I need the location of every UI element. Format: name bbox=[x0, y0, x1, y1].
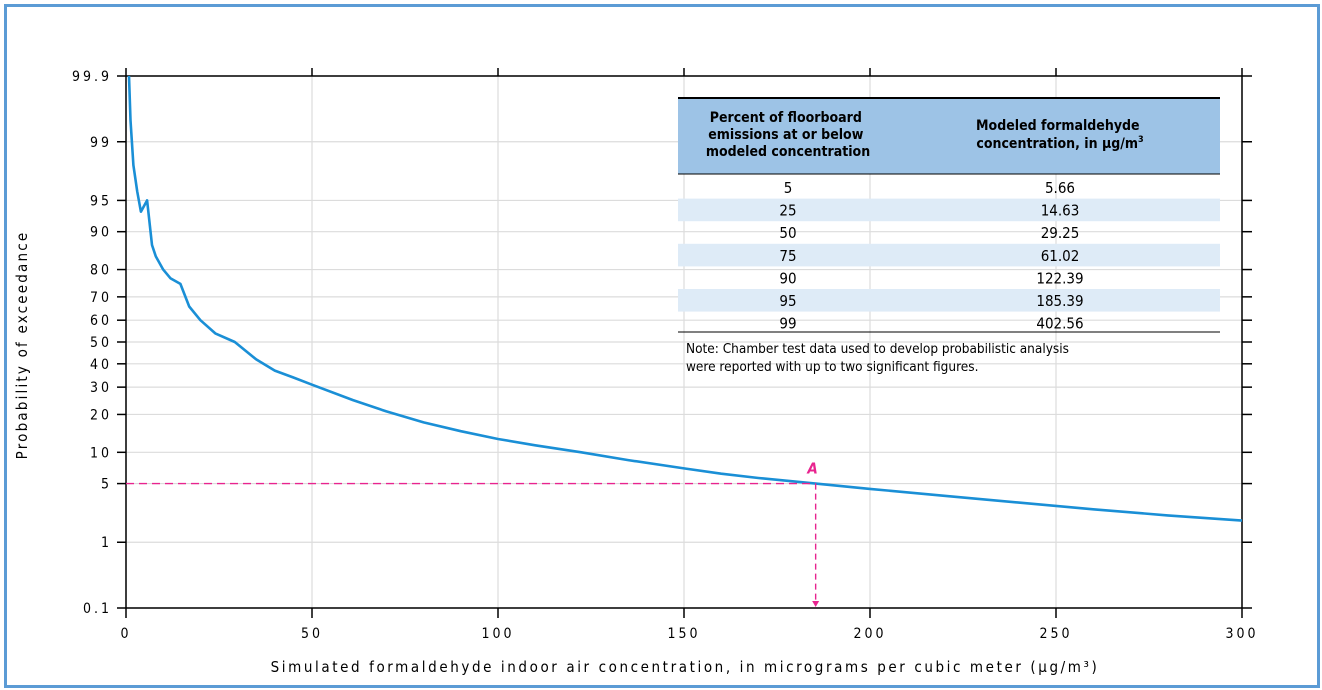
table-cell-percent: 99 bbox=[779, 315, 796, 333]
table-cell-percent: 90 bbox=[779, 269, 796, 287]
x-tick-label: 300 bbox=[1225, 626, 1258, 642]
table-cell-concentration: 14.63 bbox=[1041, 202, 1080, 220]
ticks bbox=[117, 68, 1252, 618]
x-tick-label: 50 bbox=[301, 626, 323, 642]
y-tick-label: 5 bbox=[101, 477, 112, 493]
table-header-col1: Percent of floorboard emissions at or be… bbox=[706, 110, 870, 160]
table-header-bg bbox=[678, 98, 1220, 174]
y-axis-label: Probability of exceedance bbox=[13, 231, 31, 460]
y-tick-label: 90 bbox=[90, 225, 112, 241]
y-tick-label: 10 bbox=[90, 445, 112, 461]
table-row-stripe bbox=[678, 198, 1220, 222]
y-tick-label: 0.1 bbox=[83, 601, 112, 617]
table-cell-percent: 95 bbox=[779, 292, 796, 310]
table-header-col2: Modeled formaldehyde concentration, in µ… bbox=[976, 118, 1144, 152]
table-cell-concentration: 122.39 bbox=[1036, 269, 1083, 287]
annotation-arrowhead bbox=[812, 601, 820, 607]
table-note-line2: were reported with up to two significant… bbox=[686, 359, 978, 375]
table-rows: 5 5.66 25 14.63 50 29.25 75 61.02 90 122.39 95 185.… bbox=[678, 179, 1220, 333]
table-cell-percent: 5 bbox=[784, 179, 793, 197]
table-cell-concentration: 185.39 bbox=[1036, 292, 1083, 310]
y-tick-label: 30 bbox=[90, 380, 112, 396]
y-tick-label: 1 bbox=[101, 535, 112, 551]
x-tick-label: 200 bbox=[853, 626, 886, 642]
y-tick-labels: 99.9 99 95 90 80 70 60 50 40 30 20 10 5 1 0.1 bbox=[72, 69, 112, 617]
x-axis-label: Simulated formaldehyde indoor air concen… bbox=[271, 658, 1100, 676]
x-tick-label: 150 bbox=[667, 626, 700, 642]
table-cell-percent: 50 bbox=[779, 224, 796, 242]
y-tick-label: 95 bbox=[90, 193, 112, 209]
y-tick-label: 80 bbox=[90, 263, 112, 279]
x-tick-label: 250 bbox=[1039, 626, 1072, 642]
y-tick-label: 99.9 bbox=[72, 69, 112, 85]
table-cell-concentration: 5.66 bbox=[1045, 179, 1075, 197]
table-cell-concentration: 402.56 bbox=[1036, 315, 1083, 333]
table-cell-percent: 25 bbox=[779, 202, 796, 220]
y-tick-label: 50 bbox=[90, 335, 112, 351]
table-cell-concentration: 61.02 bbox=[1041, 247, 1080, 265]
table-row-stripe bbox=[678, 243, 1220, 267]
y-tick-label: 99 bbox=[90, 135, 112, 151]
inset-table: Percent of floorboard emissions at or be… bbox=[678, 97, 1220, 375]
figure-frame bbox=[4, 4, 1320, 688]
table-row-stripe bbox=[678, 289, 1220, 312]
table-cell-percent: 75 bbox=[779, 247, 796, 265]
x-tick-labels: 0 50 100 150 200 250 300 bbox=[120, 626, 1258, 642]
table-note-line1: Note: Chamber test data used to develop … bbox=[686, 341, 1069, 357]
y-tick-label: 20 bbox=[90, 407, 112, 423]
y-tick-label: 40 bbox=[90, 357, 112, 373]
x-tick-label: 0 bbox=[120, 626, 131, 642]
annotation-label: A bbox=[806, 460, 817, 478]
annotation: A bbox=[126, 460, 820, 607]
table-cell-concentration: 29.25 bbox=[1041, 224, 1080, 242]
x-tick-label: 100 bbox=[481, 626, 514, 642]
y-tick-label: 60 bbox=[90, 313, 112, 329]
y-tick-label: 70 bbox=[90, 290, 112, 306]
